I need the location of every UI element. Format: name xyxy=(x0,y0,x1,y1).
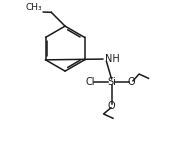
Text: NH: NH xyxy=(105,54,120,64)
Text: CH₃: CH₃ xyxy=(26,3,42,12)
Text: O: O xyxy=(127,77,135,87)
Text: Si: Si xyxy=(107,77,116,87)
Text: Cl: Cl xyxy=(86,77,95,87)
Text: O: O xyxy=(108,101,115,111)
